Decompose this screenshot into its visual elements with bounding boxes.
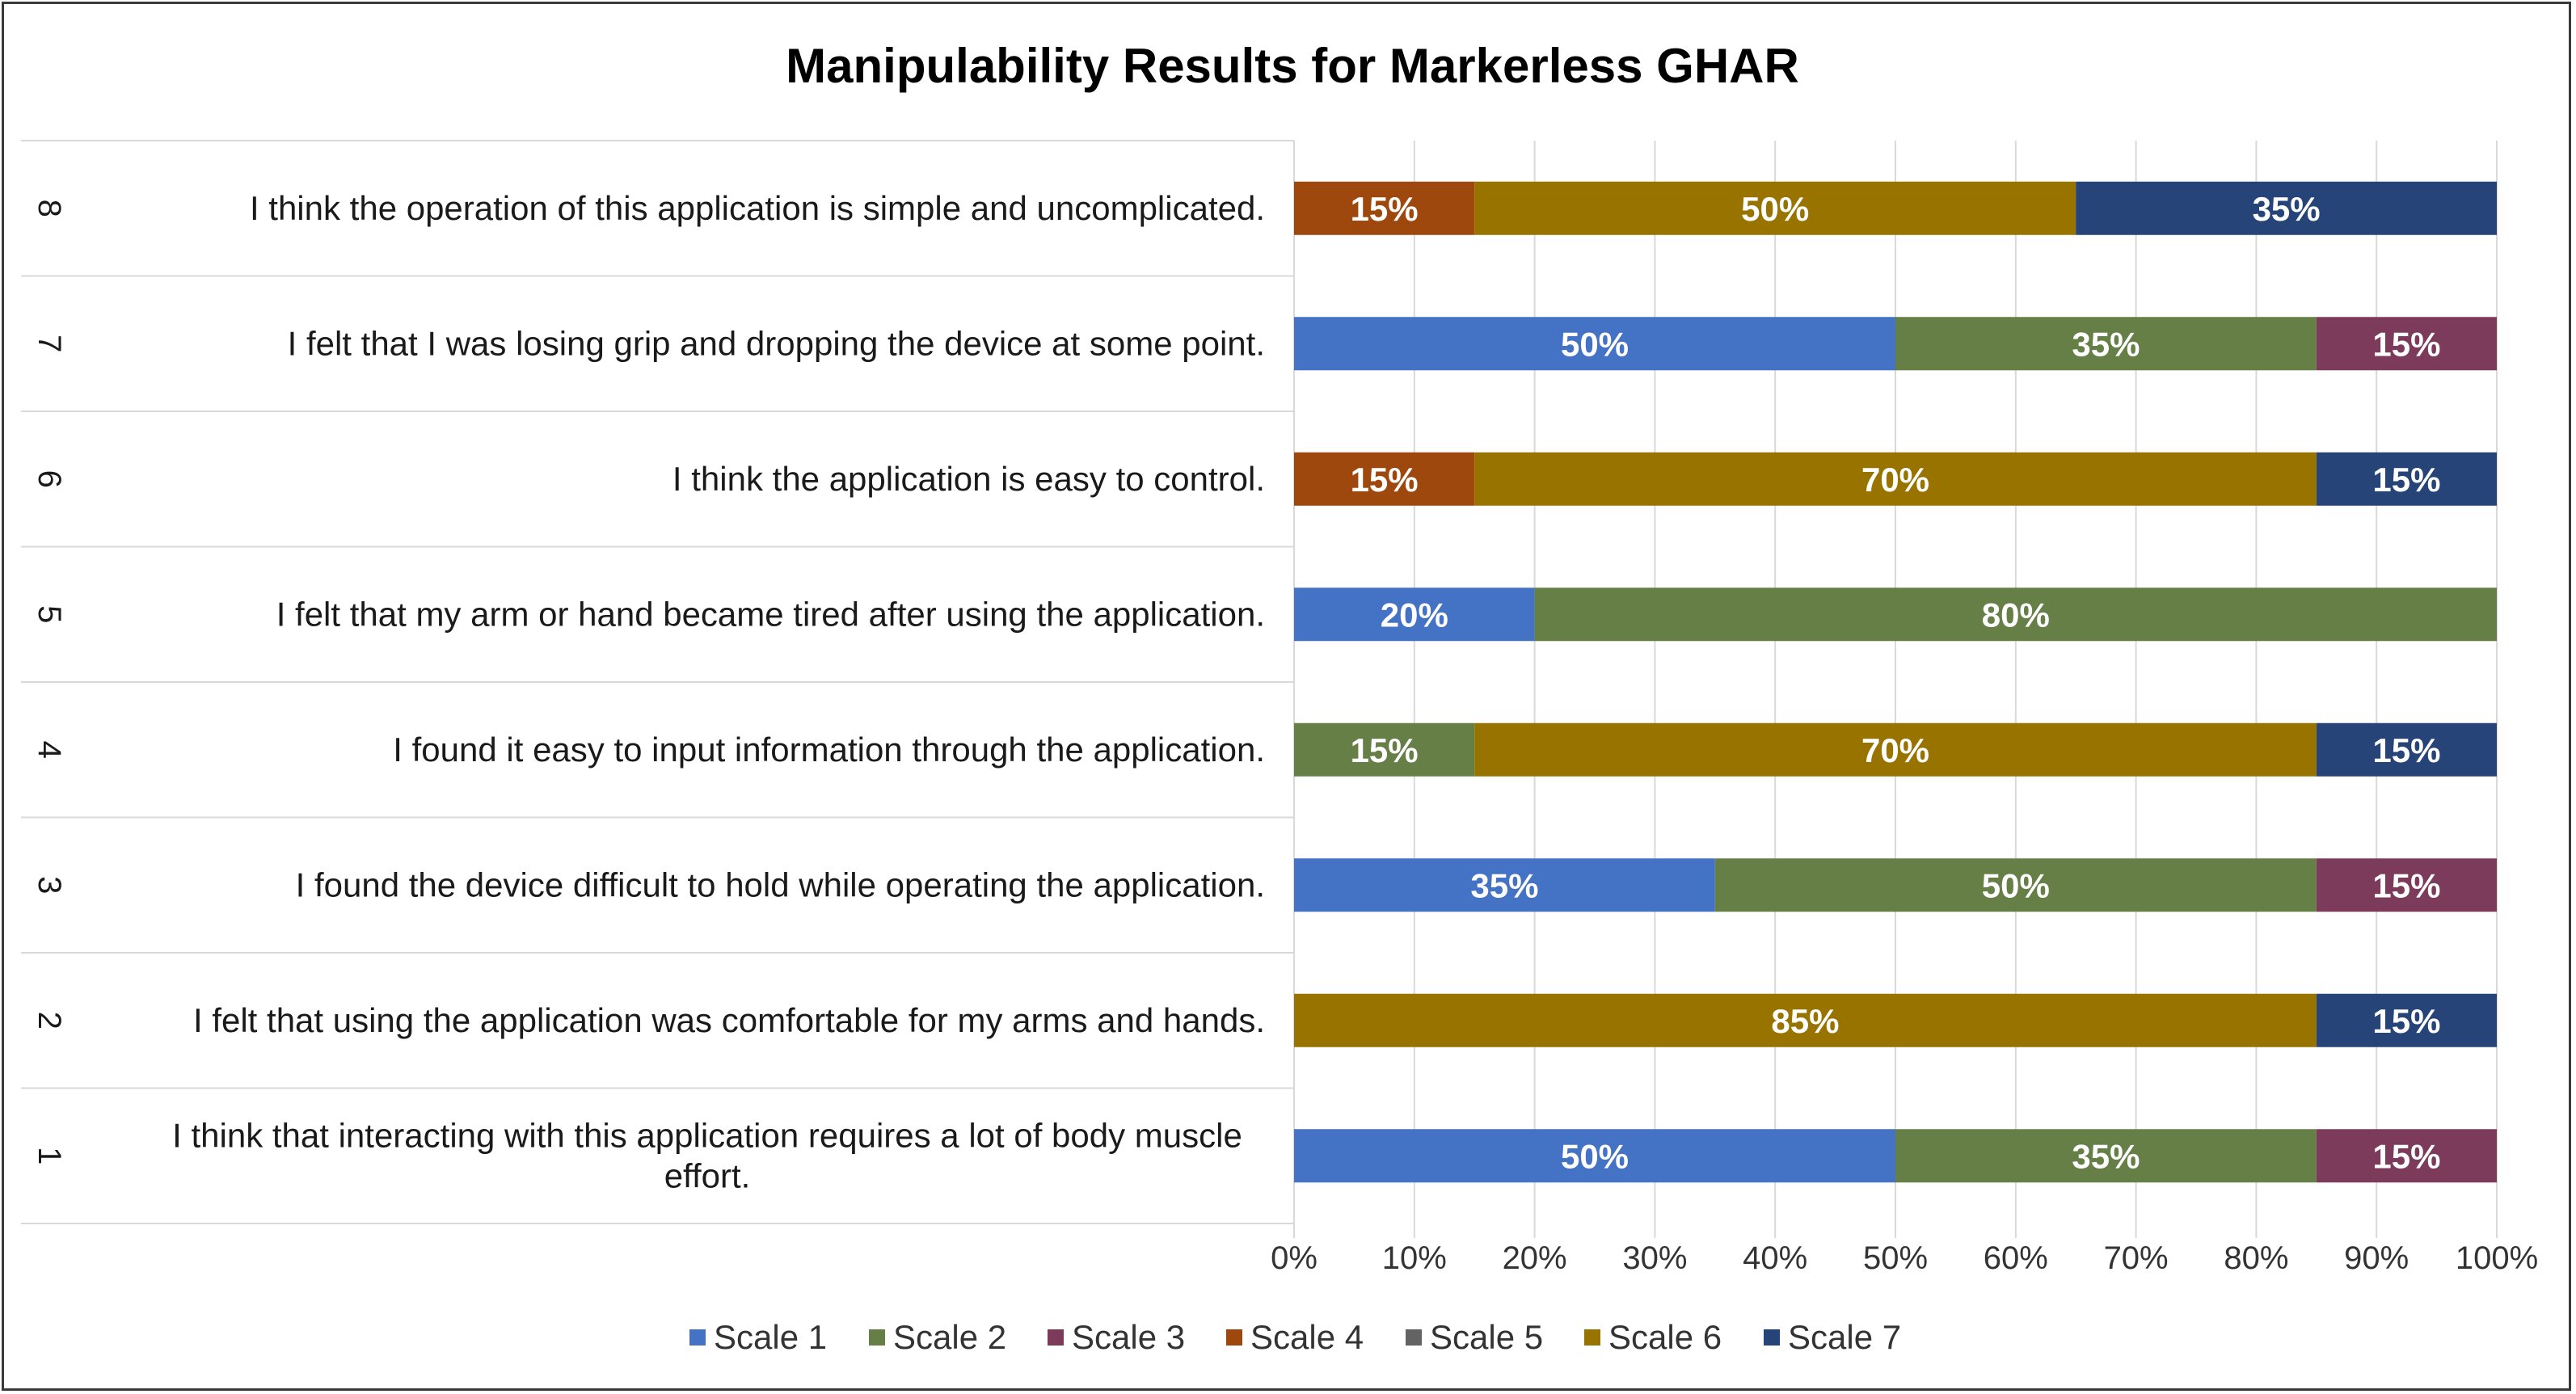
x-tick-label: 90% xyxy=(2344,1240,2409,1276)
x-axis-ticks: 0% 10% 20% 30% 40% 50% 60% 70% 80% 90% 100% xyxy=(1271,1240,2538,1276)
legend-label: Scale 6 xyxy=(1608,1318,1722,1356)
bar-segment xyxy=(1534,588,2497,642)
bars: 50% 35% 15% 85% 15% 35% 50% 15% 15% 70% 15% 20% 80% 1… xyxy=(1294,181,2497,1183)
bar-segment xyxy=(2316,317,2497,371)
data-label: 15% xyxy=(1351,731,1419,769)
bar-segment xyxy=(1294,1129,1895,1183)
legend-swatch xyxy=(1048,1329,1064,1346)
data-label: 15% xyxy=(2372,325,2440,363)
data-label: 35% xyxy=(1470,866,1538,904)
data-label: 15% xyxy=(2372,866,2440,904)
data-label: 35% xyxy=(2072,1137,2140,1175)
bar-segment xyxy=(1294,993,2317,1047)
category-label: I think the application is easy to contr… xyxy=(672,460,1265,498)
bar-segment xyxy=(1294,181,1475,235)
legend-label: Scale 4 xyxy=(1250,1318,1364,1356)
x-tick-label: 20% xyxy=(1503,1240,1567,1276)
legend-label: Scale 7 xyxy=(1788,1318,1901,1356)
chart: Manipulability Results for Markerless GH… xyxy=(21,39,2538,1356)
category-label: I found it easy to input information thr… xyxy=(393,731,1265,769)
bar-segment xyxy=(1895,317,2317,371)
category-label: I think that interacting with this appli… xyxy=(172,1116,1242,1154)
data-label: 35% xyxy=(2072,325,2140,363)
bar-segment xyxy=(1474,722,2317,777)
legend-swatch xyxy=(1584,1329,1600,1346)
data-label: 50% xyxy=(1982,866,2050,904)
row-dividers xyxy=(21,140,1295,1238)
category-labels: 1 I think that interacting with this appl… xyxy=(32,189,1265,1195)
data-label: 50% xyxy=(1561,1137,1629,1175)
bar-segment xyxy=(1895,1129,2317,1183)
category-label: effort. xyxy=(664,1156,751,1194)
legend-label: Scale 3 xyxy=(1072,1318,1185,1356)
category-number: 8 xyxy=(32,200,67,217)
data-label: 50% xyxy=(1741,190,1809,228)
bar-segment xyxy=(1714,858,2317,912)
category-number: 7 xyxy=(32,335,67,352)
x-tick-label: 80% xyxy=(2224,1240,2288,1276)
chart-title: Manipulability Results for Markerless GH… xyxy=(786,39,1799,93)
bar-segment xyxy=(1474,452,2317,506)
data-label: 70% xyxy=(1861,461,1929,499)
legend-label: Scale 2 xyxy=(893,1318,1006,1356)
bar-segment xyxy=(1294,858,1715,912)
legend-swatch xyxy=(1406,1329,1422,1346)
bar-segment xyxy=(2316,452,2497,506)
category-number: 2 xyxy=(32,1012,67,1030)
x-tick-label: 70% xyxy=(2104,1240,2169,1276)
legend-swatch xyxy=(689,1329,706,1346)
bar-segment xyxy=(1474,181,2076,235)
category-label: I think the operation of this applicatio… xyxy=(250,189,1265,227)
data-label: 35% xyxy=(2253,190,2321,228)
data-label: 15% xyxy=(2372,1137,2440,1175)
legend: Scale 1 Scale 2 Scale 3 Scale 4 Scale 5 Scale… xyxy=(689,1318,1901,1356)
gridlines xyxy=(1293,141,2498,1238)
category-number: 1 xyxy=(32,1147,67,1164)
legend-swatch xyxy=(1764,1329,1780,1346)
x-tick-label: 60% xyxy=(1984,1240,2048,1276)
bar-segment xyxy=(1294,588,1535,642)
x-tick-label: 30% xyxy=(1622,1240,1687,1276)
legend-swatch xyxy=(869,1329,885,1346)
category-number: 4 xyxy=(32,741,67,759)
data-label: 15% xyxy=(1351,461,1419,499)
bar-segment xyxy=(1294,452,1475,506)
data-label: 50% xyxy=(1561,325,1629,363)
category-label: I felt that my arm or hand became tired … xyxy=(276,595,1265,633)
data-label: 80% xyxy=(1982,596,2050,634)
data-label: 15% xyxy=(2372,731,2440,769)
category-number: 3 xyxy=(32,876,67,894)
x-tick-label: 0% xyxy=(1271,1240,1318,1276)
data-label: 15% xyxy=(2372,461,2440,499)
legend-label: Scale 5 xyxy=(1430,1318,1543,1356)
x-tick-label: 100% xyxy=(2456,1240,2538,1276)
bar-segment xyxy=(2316,858,2497,912)
category-label: I felt that using the application was co… xyxy=(193,1001,1265,1039)
x-tick-label: 50% xyxy=(1863,1240,1928,1276)
category-label: I found the device difficult to hold whi… xyxy=(296,865,1265,903)
data-label: 20% xyxy=(1381,596,1448,634)
bar-segment xyxy=(2316,722,2497,777)
category-label: I felt that I was losing grip and droppi… xyxy=(288,324,1265,362)
bar-segment xyxy=(2316,993,2497,1047)
data-label: 15% xyxy=(1351,190,1419,228)
data-label: 85% xyxy=(1771,1002,1839,1040)
bar-segment xyxy=(1294,317,1895,371)
bar-segment xyxy=(2076,181,2497,235)
legend-swatch xyxy=(1226,1329,1242,1346)
category-number: 6 xyxy=(32,470,67,488)
bar-segment xyxy=(1294,722,1475,777)
data-label: 15% xyxy=(2372,1002,2440,1040)
legend-label: Scale 1 xyxy=(714,1318,827,1356)
bar-segment xyxy=(2316,1129,2497,1183)
category-number: 5 xyxy=(32,605,67,623)
x-tick-label: 10% xyxy=(1382,1240,1447,1276)
data-label: 70% xyxy=(1861,731,1929,769)
x-tick-label: 40% xyxy=(1743,1240,1807,1276)
